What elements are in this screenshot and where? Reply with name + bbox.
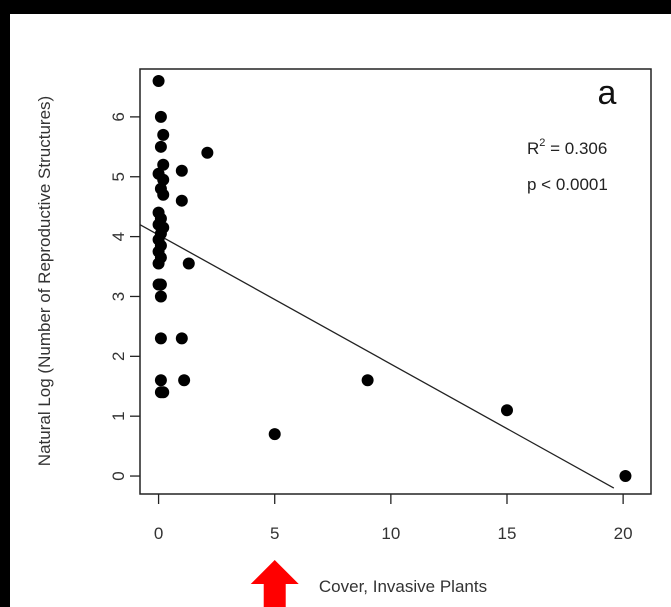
- y-tick-label: 2: [109, 352, 128, 361]
- p-value-label: p < 0.0001: [527, 175, 608, 194]
- data-point: [157, 173, 170, 186]
- x-axis: 0 5 10 15 20: [154, 494, 633, 543]
- regression-line: [139, 224, 615, 489]
- data-point: [175, 194, 188, 207]
- data-point: [157, 188, 170, 201]
- data-point: [361, 374, 374, 387]
- x-axis-title: Cover, Invasive Plants: [319, 577, 487, 596]
- data-point: [154, 110, 167, 123]
- data-point: [157, 158, 170, 171]
- y-tick-label: 1: [109, 411, 128, 420]
- y-tick-label: 5: [109, 172, 128, 181]
- data-point: [154, 374, 167, 387]
- data-point: [201, 146, 214, 159]
- data-point: [175, 332, 188, 345]
- x-tick-label: 15: [498, 524, 517, 543]
- y-tick-label: 3: [109, 292, 128, 301]
- r-squared-value: = 0.306: [545, 139, 607, 158]
- r-squared-label: R2 = 0.306: [527, 137, 607, 158]
- data-point: [500, 404, 513, 417]
- data-point: [154, 278, 167, 291]
- data-point: [152, 257, 165, 270]
- r-squared-prefix: R: [527, 139, 539, 158]
- y-axis: 0 1 2 3 4 5 6: [109, 112, 140, 481]
- x-tick-label: 10: [381, 524, 400, 543]
- r-squared-superscript: 2: [539, 137, 545, 149]
- plot-area-border: [139, 68, 652, 495]
- data-point: [154, 332, 167, 345]
- y-tick-label: 6: [109, 112, 128, 121]
- data-point: [619, 470, 632, 483]
- red-arrow-marker: [250, 560, 299, 607]
- data-point: [154, 140, 167, 153]
- data-points: [152, 74, 632, 483]
- data-point: [157, 128, 170, 141]
- panel-label: a: [598, 74, 617, 112]
- chart-frame: [10, 14, 671, 607]
- data-point: [154, 290, 167, 303]
- data-point: [157, 386, 170, 399]
- x-tick-label: 20: [614, 524, 633, 543]
- y-tick-label: 0: [109, 471, 128, 480]
- axes-group: [139, 68, 652, 495]
- y-tick-label: 4: [109, 232, 128, 241]
- x-tick-label: 0: [154, 524, 163, 543]
- data-point: [175, 164, 188, 177]
- data-point: [152, 74, 165, 87]
- data-point: [182, 257, 195, 270]
- data-point: [268, 428, 281, 441]
- x-tick-label: 5: [270, 524, 279, 543]
- data-point: [178, 374, 191, 387]
- y-axis-title: Natural Log (Number of Reproductive Stru…: [35, 96, 54, 466]
